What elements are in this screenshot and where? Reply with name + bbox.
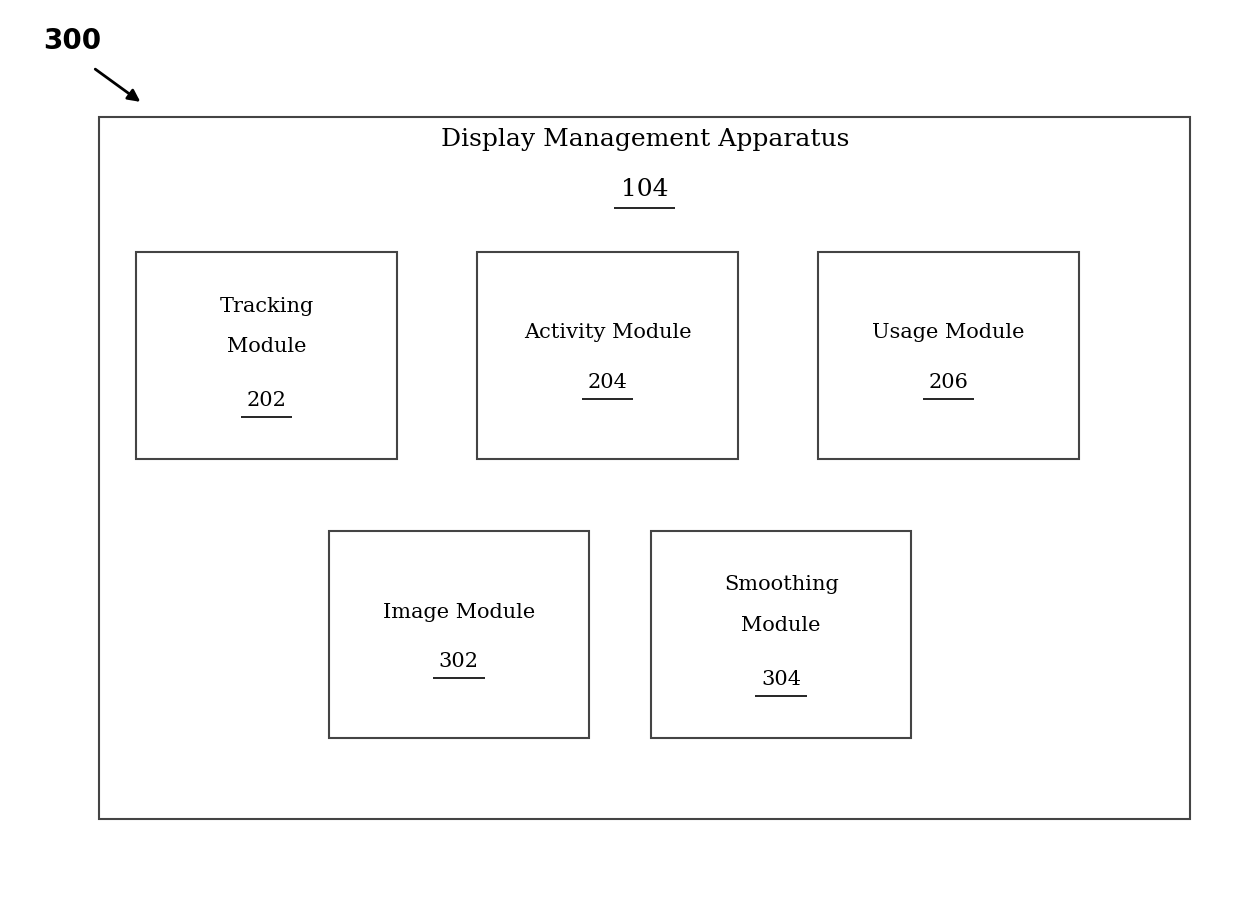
Bar	[136, 252, 397, 459]
Text: 104: 104	[621, 177, 668, 201]
Bar	[477, 252, 738, 459]
Bar	[329, 531, 589, 738]
Text: Smoothing: Smoothing	[724, 575, 838, 595]
Text: 300: 300	[43, 27, 102, 55]
Bar	[651, 531, 911, 738]
Text: Usage Module: Usage Module	[873, 323, 1024, 343]
Text: 304: 304	[761, 670, 801, 689]
Text: 206: 206	[929, 373, 968, 392]
Text: Tracking: Tracking	[219, 296, 314, 316]
Text: Activity Module: Activity Module	[523, 323, 692, 343]
Bar	[99, 117, 1190, 819]
Text: Module: Module	[227, 337, 306, 356]
Text: Image Module: Image Module	[383, 602, 534, 622]
Text: 302: 302	[439, 652, 479, 671]
Text: 202: 202	[247, 391, 286, 410]
Text: Display Management Apparatus: Display Management Apparatus	[440, 128, 849, 151]
Bar	[818, 252, 1079, 459]
Text: 204: 204	[588, 373, 627, 392]
Text: Module: Module	[742, 616, 821, 635]
